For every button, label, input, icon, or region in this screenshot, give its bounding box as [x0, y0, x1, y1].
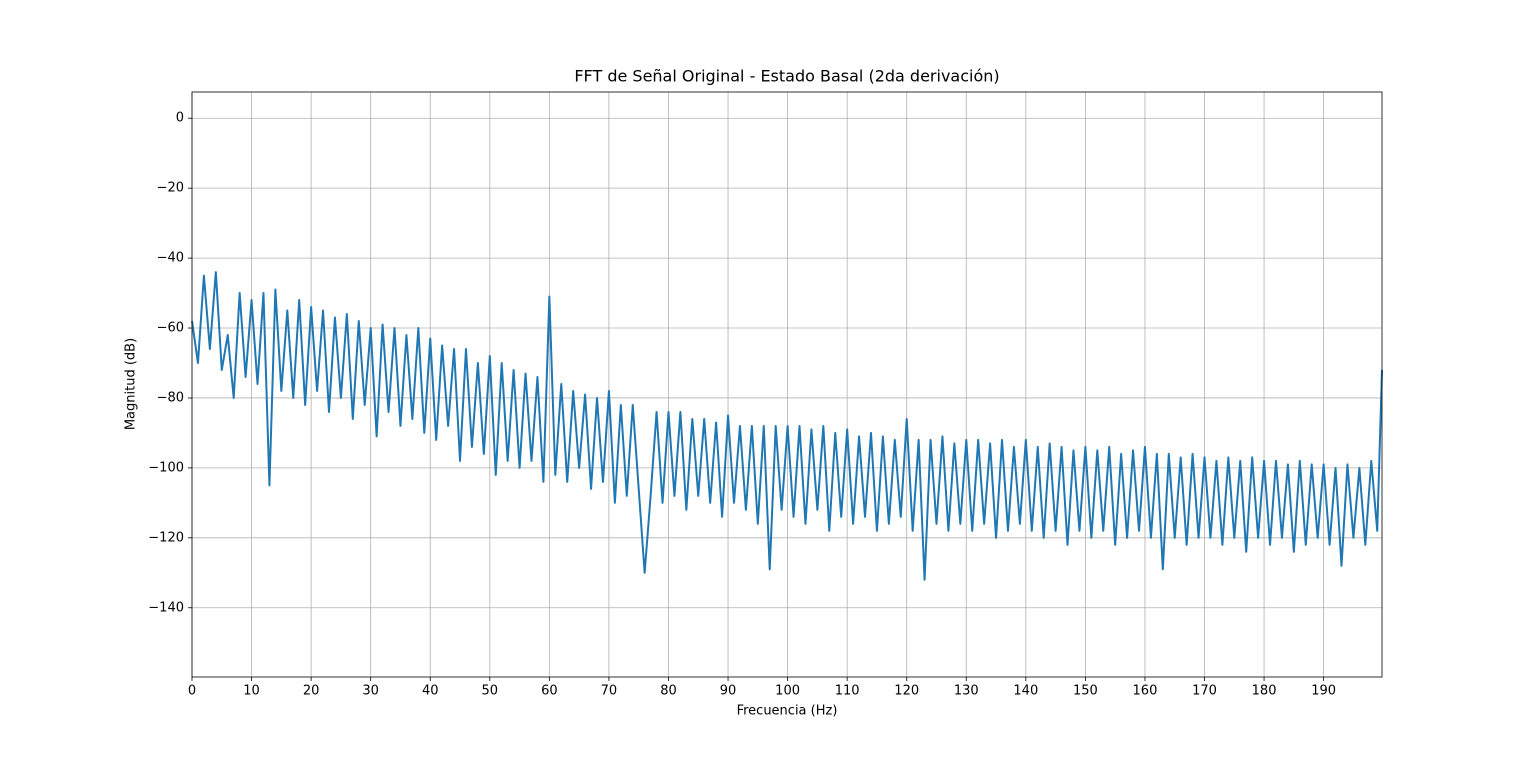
x-tick-label: 80 — [660, 684, 677, 699]
x-tick-label: 120 — [894, 684, 919, 699]
y-tick-label: −140 — [148, 600, 184, 615]
x-tick-label: 190 — [1311, 684, 1336, 699]
y-tick-label: −60 — [157, 321, 184, 336]
x-tick-label: 10 — [243, 684, 260, 699]
chart-title: FFT de Señal Original - Estado Basal (2d… — [574, 67, 999, 86]
x-tick-label: 180 — [1252, 684, 1277, 699]
y-tick-label: 0 — [176, 111, 184, 126]
y-tick-label: −40 — [157, 251, 184, 266]
x-tick-label: 110 — [835, 684, 860, 699]
x-tick-label: 70 — [601, 684, 618, 699]
x-tick-label: 150 — [1073, 684, 1098, 699]
x-tick-label: 130 — [954, 684, 979, 699]
x-tick-label: 140 — [1013, 684, 1038, 699]
x-tick-label: 0 — [188, 684, 196, 699]
x-tick-label: 30 — [362, 684, 379, 699]
x-tick-label: 60 — [541, 684, 558, 699]
x-tick-label: 20 — [303, 684, 320, 699]
y-tick-label: −20 — [157, 181, 184, 196]
x-tick-label: 50 — [482, 684, 499, 699]
x-tick-label: 160 — [1133, 684, 1158, 699]
x-tick-label: 170 — [1192, 684, 1217, 699]
line-series — [191, 271, 1383, 581]
x-tick-label: 90 — [720, 684, 737, 699]
y-tick-label: −100 — [148, 460, 184, 475]
y-tick-label: −80 — [157, 390, 184, 405]
x-tick-label: 100 — [775, 684, 800, 699]
y-axis-label: Magnitud (dB) — [124, 338, 139, 430]
x-axis-label: Frecuencia (Hz) — [737, 704, 838, 719]
plot-frame — [191, 91, 1383, 678]
x-tick-label: 40 — [422, 684, 439, 699]
y-tick-label: −120 — [148, 530, 184, 545]
